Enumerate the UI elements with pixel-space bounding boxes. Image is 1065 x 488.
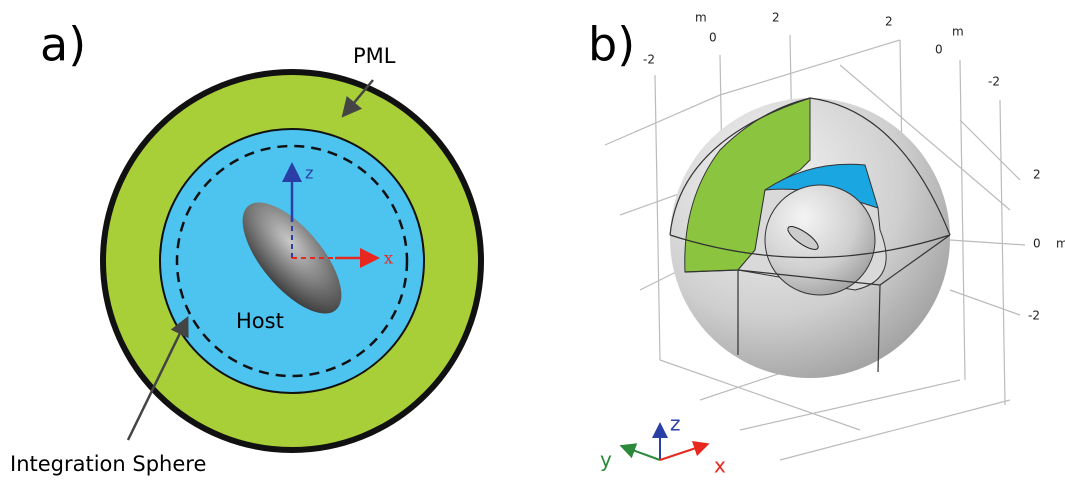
pml-label: PML <box>353 44 396 68</box>
host-label: Host <box>236 309 284 333</box>
axis-label: z <box>305 164 313 183</box>
figure: a) z x PML Host Integration Sphere b) m 2… <box>0 0 1065 488</box>
panel-label: b) <box>588 18 635 72</box>
triad-y <box>627 448 660 460</box>
tick-label: 0 <box>1033 237 1041 251</box>
triad-label: z <box>670 412 681 436</box>
axis-label: x <box>384 249 393 268</box>
tick-label: m <box>952 25 964 39</box>
tick-label: 2 <box>885 15 893 29</box>
tick-label: -2 <box>643 53 655 67</box>
page: a) z x PML Host Integration Sphere b) m 2… <box>0 0 1065 488</box>
tick-label: -2 <box>988 75 1000 89</box>
triad-label: x <box>714 454 726 478</box>
tick-label: 2 <box>772 11 780 25</box>
panel-a: a) z x PML Host Integration Sphere <box>10 18 481 477</box>
tick-label: m <box>695 11 707 25</box>
tick-label: 0 <box>935 43 943 57</box>
panel-label: a) <box>40 18 86 72</box>
tick-label: 2 <box>1033 168 1041 182</box>
triad-label: y <box>600 448 612 472</box>
tick-label: m <box>1056 237 1065 251</box>
tick-label: 0 <box>709 31 717 45</box>
tick-label: -2 <box>1028 309 1040 323</box>
triad-x <box>660 446 702 460</box>
integration-label: Integration Sphere <box>10 452 206 476</box>
